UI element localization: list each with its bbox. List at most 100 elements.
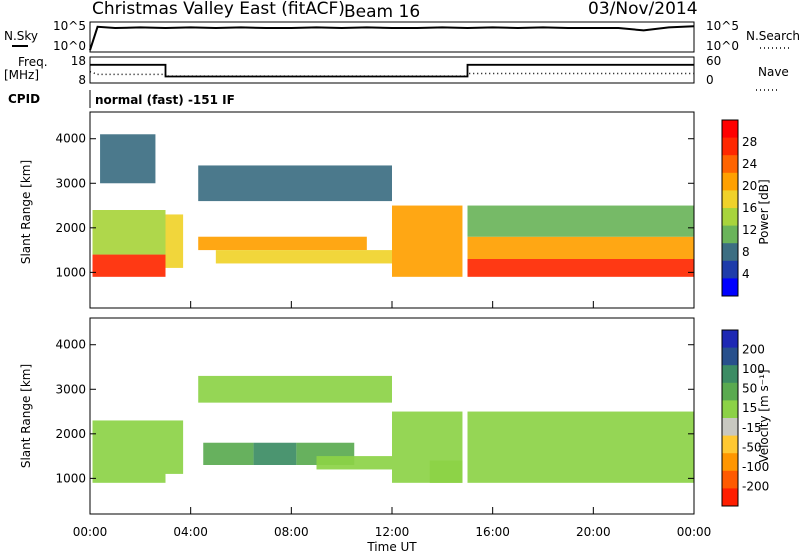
velocity-region-9 [467, 411, 694, 483]
velocity-cbar-swatch-4 [722, 400, 738, 419]
power-cbar-tick-5: 24 [742, 157, 757, 171]
power-colorbar-label: Power [dB] [757, 179, 771, 244]
velocity-cbar-frame [721, 329, 739, 507]
power-ytick-label-1: 2000 [55, 221, 86, 235]
velocity-cbar-tick-7: 200 [742, 343, 765, 357]
power-cbar-tick-0: 4 [742, 267, 750, 281]
xtick-label-3: 12:00 [375, 525, 410, 539]
nave-label: Nave [758, 65, 789, 79]
power-region-0 [92, 254, 166, 277]
power-region-10 [467, 205, 694, 237]
freq-lines [89, 63, 694, 78]
velocity-region-3 [253, 442, 297, 465]
xtick-label-6: 00:00 [677, 525, 712, 539]
velocity-cbar-tick-5: 50 [742, 382, 757, 396]
velocity-cbar-swatch-0 [722, 330, 738, 349]
power-region-9 [467, 236, 694, 259]
power-cbar-swatch-0 [722, 120, 738, 139]
x-axis: 00:00 04:00 08:00 12:00 16:00 20:00 00:00 [73, 301, 712, 539]
freq-tick-top: 18 [71, 54, 86, 68]
velocity-cbar-tick-4: 15 [742, 401, 757, 415]
cpid-label: CPID [8, 92, 40, 106]
velocity-ytick-label-0: 1000 [55, 471, 86, 485]
noise-tick-top: 10^5 [53, 19, 86, 33]
nave-tick-bottom: 0 [706, 73, 714, 87]
noise-tick-top-right: 10^5 [706, 19, 739, 33]
power-cbar-tick-1: 8 [742, 245, 750, 259]
velocity-cbar-tick-2: -50 [742, 440, 762, 454]
power-cbar-frame [721, 119, 739, 297]
velocity-colorbar: -200 -100 -50 -15 15 50 100 200 [721, 329, 769, 507]
power-cbar-tick-2: 12 [742, 223, 757, 237]
power-region-1 [92, 210, 166, 255]
power-cbar-swatch-5 [722, 208, 738, 227]
cpid-text: normal (fast) -151 IF [95, 93, 235, 107]
power-region-5 [215, 250, 392, 264]
power-region-3 [165, 214, 184, 268]
power-region-6 [198, 165, 392, 202]
date-title: 03/Nov/2014 [588, 0, 698, 19]
power-region-8 [467, 259, 694, 277]
power-region-7 [392, 205, 463, 277]
power-cbar-swatch-9 [722, 278, 738, 297]
velocity-cbar-swatch-1 [722, 347, 738, 366]
station-title: Christmas Valley East (fitACF) [92, 0, 345, 19]
velocity-region-6 [198, 375, 392, 403]
velocity-cbar-swatch-9 [722, 488, 738, 507]
xtick-label-4: 16:00 [475, 525, 510, 539]
velocity-cbar-swatch-5 [722, 418, 738, 437]
velocity-colorbar-label: Velocity [m s⁻¹] [757, 369, 771, 462]
velocity-ylabel: Slant Range [km] [19, 364, 33, 468]
power-cbar-swatch-4 [722, 190, 738, 209]
nsearch-label: N.Search [746, 29, 800, 43]
power-ytick-label-3: 4000 [55, 132, 86, 146]
freq-label: Freq. [18, 55, 48, 69]
freq-series-line [90, 63, 694, 78]
velocity-region-8 [429, 460, 463, 483]
velocity-cbar-tick-3: -15 [742, 421, 762, 435]
power-cbar-swatch-3 [722, 172, 738, 191]
beam-title: Beam 16 [344, 2, 420, 22]
velocity-region-0 [92, 420, 166, 483]
velocity-cbar-swatch-8 [722, 470, 738, 489]
xtick-label-5: 20:00 [576, 525, 611, 539]
freq-unit: [MHz] [4, 68, 39, 82]
power-colorbar: 4 8 12 16 20 24 28 [721, 119, 757, 297]
power-cbar-swatch-7 [722, 243, 738, 262]
velocity-heatmap [92, 375, 694, 483]
nsky-series-line [89, 25, 695, 51]
velocity-cbar-tick-1: -100 [742, 460, 769, 474]
velocity-ytick-label-3: 4000 [55, 338, 86, 352]
velocity-region-5 [316, 456, 392, 470]
freq-panel-frame [89, 56, 695, 84]
velocity-ytick-label-2: 3000 [55, 382, 86, 396]
velocity-region-2 [203, 442, 254, 465]
power-cbar-swatch-6 [722, 225, 738, 244]
power-heatmap [92, 134, 694, 277]
noise-panel-frame [89, 21, 695, 53]
power-yticks: 1000 2000 3000 4000 [55, 132, 694, 279]
velocity-cbar-swatch-7 [722, 453, 738, 472]
velocity-cbar-swatch-6 [722, 435, 738, 454]
power-ytick-label-2: 3000 [55, 176, 86, 190]
power-region-4 [198, 236, 367, 251]
velocity-cbar-swatch-2 [722, 365, 738, 384]
power-region-2 [100, 134, 156, 184]
noise-tick-bottom: 10^0 [53, 39, 86, 53]
power-ytick-label-0: 1000 [55, 265, 86, 279]
velocity-cbar-tick-0: -200 [742, 479, 769, 493]
nave-series-line [89, 71, 694, 77]
velocity-yticks: 1000 2000 3000 4000 [55, 338, 694, 485]
power-cbar-tick-3: 16 [742, 201, 757, 215]
noise-tick-bottom-right: 10^0 [706, 39, 739, 53]
x-axis-label: Time UT [366, 540, 417, 554]
noise-lines [89, 25, 695, 51]
velocity-cbar-tick-6: 100 [742, 362, 765, 376]
power-cbar-swatch-1 [722, 137, 738, 156]
xtick-label-2: 08:00 [274, 525, 309, 539]
freq-tick-bottom: 8 [78, 73, 86, 87]
power-cbar-swatch-8 [722, 260, 738, 279]
velocity-cbar-swatch-3 [722, 382, 738, 401]
power-cbar-tick-4: 20 [742, 179, 757, 193]
nsky-label: N.Sky [4, 29, 38, 43]
